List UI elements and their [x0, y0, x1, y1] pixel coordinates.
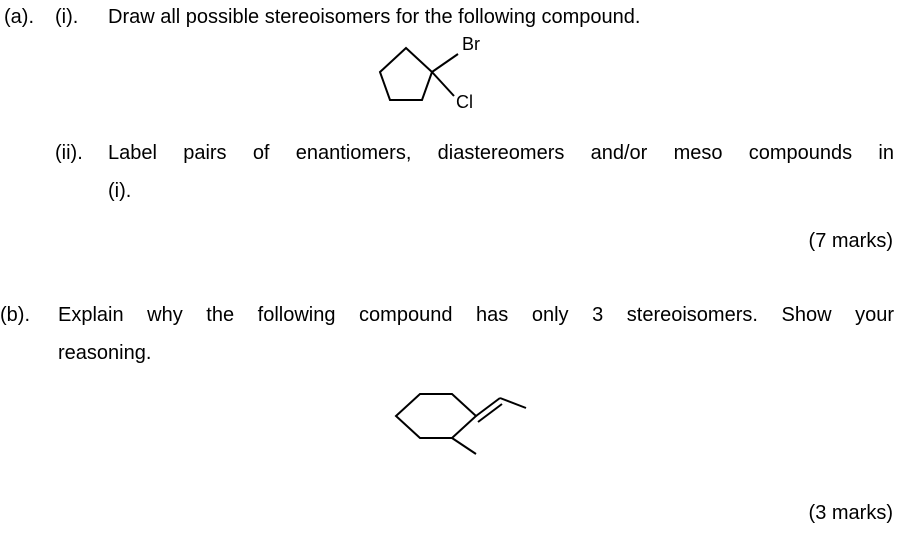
cyclopentane-ring — [380, 48, 432, 100]
label-cl: Cl — [456, 92, 473, 112]
label-br: Br — [462, 34, 480, 54]
cyclohexane-ring — [396, 394, 476, 438]
bond-to-cl — [432, 72, 454, 96]
prompt-b-line1: Explain why the following compound has o… — [58, 300, 894, 330]
label-a: (a). — [4, 2, 34, 32]
marks-b: (3 marks) — [809, 498, 893, 528]
prompt-a-ii-line1: Label pairs of enantiomers, diastereomer… — [108, 138, 894, 168]
bond-to-chbr — [432, 54, 458, 72]
prompt-a-ii-line2: (i). — [108, 176, 131, 206]
label-a-i: (i). — [55, 2, 78, 32]
ring-methyl — [452, 438, 476, 454]
structure-b — [380, 372, 550, 481]
structure-a-i: Br Cl — [370, 34, 520, 133]
marks-a: (7 marks) — [809, 226, 893, 256]
prompt-a-i: Draw all possible stereoisomers for the … — [108, 2, 640, 32]
label-b: (b). — [0, 300, 30, 330]
terminal-methyl — [500, 398, 526, 408]
label-a-ii: (ii). — [55, 138, 83, 168]
prompt-b-line2: reasoning. — [58, 338, 151, 368]
